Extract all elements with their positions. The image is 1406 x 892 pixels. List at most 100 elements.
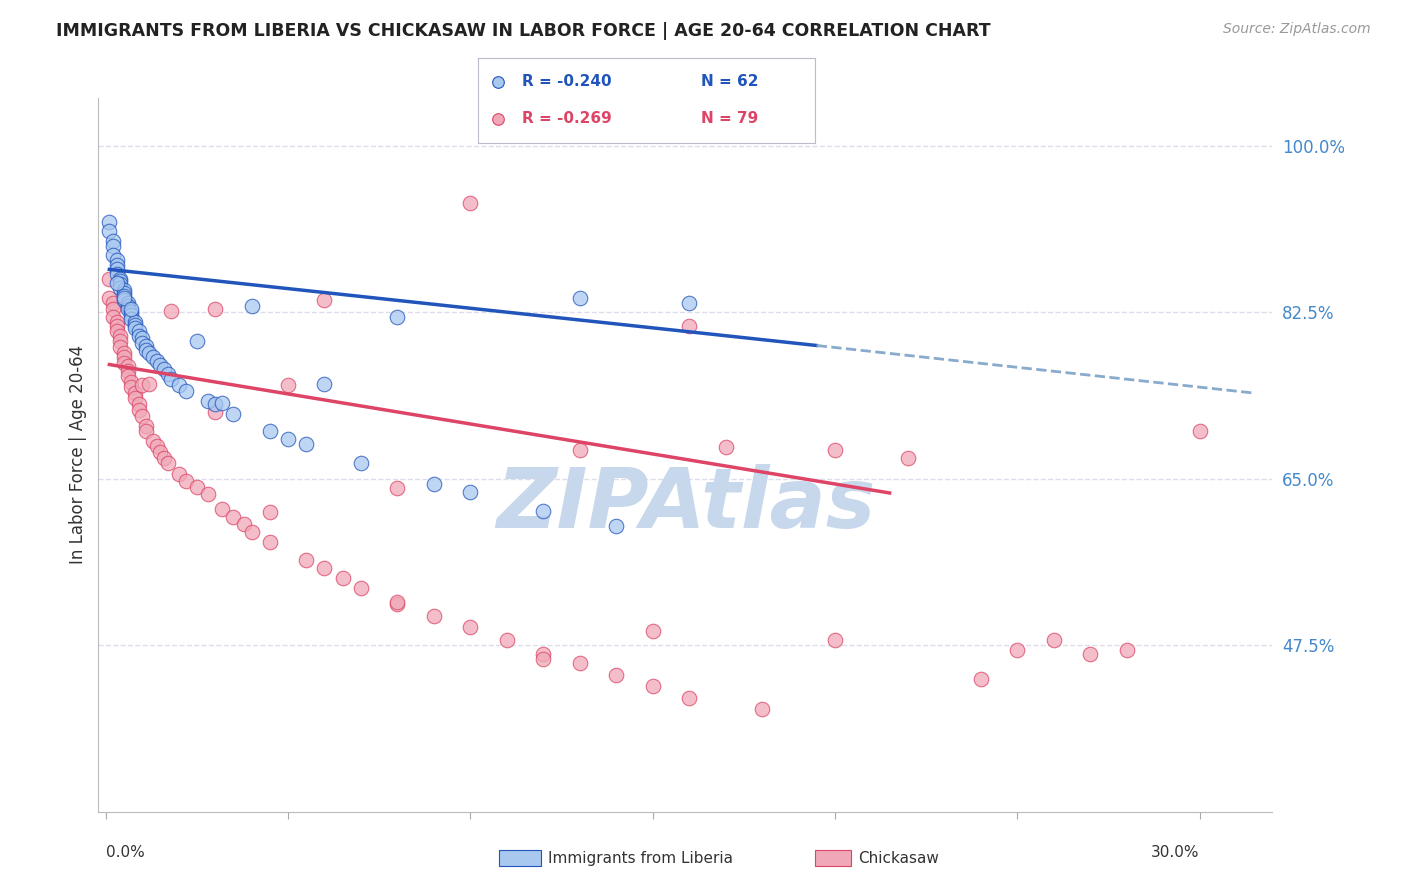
Point bbox=[387, 595, 409, 609]
Point bbox=[105, 262, 128, 277]
Point bbox=[138, 376, 160, 391]
Point bbox=[486, 75, 509, 89]
Text: IMMIGRANTS FROM LIBERIA VS CHICKASAW IN LABOR FORCE | AGE 20-64 CORRELATION CHAR: IMMIGRANTS FROM LIBERIA VS CHICKASAW IN … bbox=[56, 22, 991, 40]
Point bbox=[531, 504, 554, 518]
Point bbox=[259, 424, 281, 438]
Point bbox=[142, 434, 165, 448]
Point bbox=[105, 258, 128, 272]
Point bbox=[105, 319, 128, 334]
Point bbox=[460, 195, 482, 210]
Point bbox=[605, 667, 627, 681]
Point bbox=[678, 295, 700, 310]
Point bbox=[222, 509, 245, 524]
Point bbox=[186, 334, 208, 348]
Point bbox=[131, 331, 153, 345]
Text: R = -0.269: R = -0.269 bbox=[522, 112, 612, 127]
Point bbox=[204, 397, 226, 411]
Point bbox=[350, 457, 373, 471]
Point bbox=[1115, 643, 1137, 657]
Point bbox=[135, 338, 157, 352]
Point bbox=[387, 597, 409, 611]
Point bbox=[295, 437, 318, 451]
Point bbox=[117, 359, 139, 374]
Point bbox=[211, 395, 233, 409]
Point bbox=[117, 368, 139, 383]
Text: Source: ZipAtlas.com: Source: ZipAtlas.com bbox=[1223, 22, 1371, 37]
Point bbox=[186, 480, 208, 494]
Text: 0.0%: 0.0% bbox=[105, 845, 145, 860]
Point bbox=[714, 440, 737, 454]
Point bbox=[240, 524, 263, 539]
Point bbox=[197, 393, 219, 408]
Point bbox=[120, 380, 142, 394]
Point bbox=[101, 248, 124, 262]
Point bbox=[131, 378, 153, 392]
Point bbox=[145, 353, 167, 368]
Text: N = 62: N = 62 bbox=[700, 74, 758, 89]
Point bbox=[387, 310, 409, 324]
Point bbox=[495, 633, 517, 648]
Point bbox=[1188, 424, 1211, 438]
Point bbox=[350, 581, 373, 595]
Point bbox=[112, 350, 135, 364]
Point bbox=[131, 409, 153, 423]
Point bbox=[531, 652, 554, 666]
Point bbox=[112, 356, 135, 370]
Point bbox=[117, 295, 139, 310]
Point bbox=[128, 324, 150, 338]
Point bbox=[149, 358, 172, 372]
Point bbox=[98, 215, 121, 229]
Point bbox=[98, 291, 121, 305]
Point bbox=[124, 391, 146, 405]
Point bbox=[678, 690, 700, 705]
Point bbox=[135, 424, 157, 438]
Point bbox=[112, 291, 135, 305]
Point bbox=[101, 295, 124, 310]
Text: R = -0.240: R = -0.240 bbox=[522, 74, 612, 89]
Point bbox=[135, 419, 157, 434]
Point bbox=[174, 384, 197, 399]
Point bbox=[110, 274, 132, 288]
Point bbox=[101, 234, 124, 248]
Point bbox=[98, 272, 121, 286]
Point bbox=[138, 346, 160, 360]
Point bbox=[1005, 643, 1028, 657]
Point bbox=[120, 302, 142, 317]
Point bbox=[751, 702, 773, 716]
Text: ZIPAtlas: ZIPAtlas bbox=[496, 465, 875, 545]
Point bbox=[112, 346, 135, 360]
Point bbox=[124, 386, 146, 401]
Point bbox=[112, 293, 135, 307]
Point bbox=[110, 340, 132, 354]
Point bbox=[460, 485, 482, 500]
Point bbox=[167, 467, 190, 481]
Point bbox=[423, 477, 446, 491]
Point bbox=[149, 445, 172, 459]
Point bbox=[112, 289, 135, 303]
Point bbox=[160, 372, 183, 386]
Point bbox=[156, 457, 179, 471]
Point bbox=[120, 375, 142, 389]
Point bbox=[105, 276, 128, 290]
Point bbox=[641, 679, 664, 693]
Point bbox=[124, 318, 146, 332]
Point bbox=[486, 112, 509, 126]
Point bbox=[128, 397, 150, 411]
Point bbox=[277, 432, 299, 446]
Point bbox=[110, 334, 132, 348]
Point bbox=[110, 272, 132, 286]
Point bbox=[124, 321, 146, 335]
Point bbox=[460, 620, 482, 634]
Point bbox=[101, 238, 124, 252]
Point bbox=[174, 474, 197, 488]
Point bbox=[160, 304, 183, 318]
Point bbox=[135, 343, 157, 358]
Point bbox=[240, 299, 263, 313]
Point bbox=[423, 608, 446, 623]
Point bbox=[568, 657, 591, 671]
Point bbox=[128, 329, 150, 343]
Text: Chickasaw: Chickasaw bbox=[858, 851, 939, 865]
Point bbox=[120, 305, 142, 319]
Point bbox=[531, 647, 554, 661]
Point bbox=[605, 519, 627, 533]
